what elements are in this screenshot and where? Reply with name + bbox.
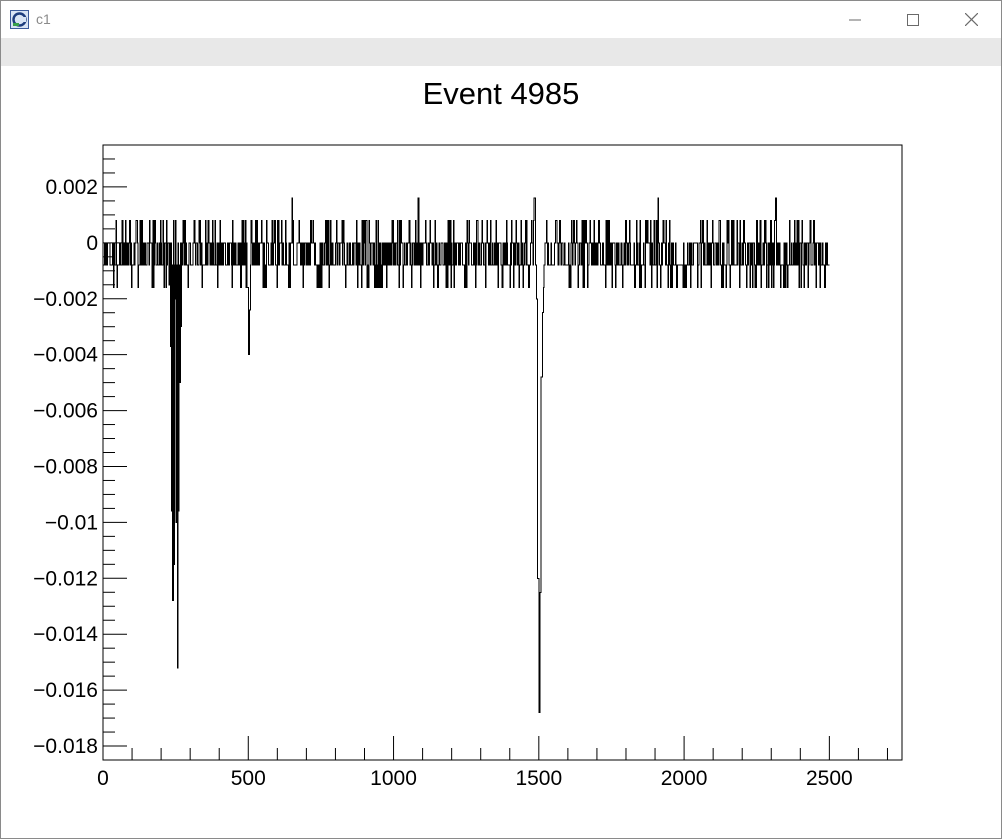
root-canvas-icon <box>10 10 29 29</box>
x-tick-label: 0 <box>97 767 109 790</box>
waveform-plot[interactable]: 0.002 0 −0.002 −0.004 −0.006 −0.008 −0.01 −0.01… <box>1 66 1001 838</box>
plot-frame <box>102 144 903 761</box>
y-tick-label: −0.002 <box>33 288 98 311</box>
x-tick-label: 1000 <box>370 767 417 790</box>
y-tick-label: −0.018 <box>33 735 98 758</box>
x-tick-label: 2000 <box>661 767 708 790</box>
y-tick-label: −0.006 <box>33 400 98 423</box>
close-button[interactable] <box>942 1 1000 38</box>
y-tick-label: −0.004 <box>33 344 98 367</box>
menu-toolbar-strip <box>1 38 1001 66</box>
minimize-icon <box>849 19 861 20</box>
y-tick-label: −0.01 <box>45 511 98 534</box>
maximize-button[interactable] <box>884 1 942 38</box>
window-titlebar[interactable]: c1 <box>1 1 1001 38</box>
chart-title: Event 4985 <box>422 76 580 111</box>
window-title: c1 <box>36 11 51 27</box>
plot-canvas[interactable]: Event 4985 0.002 0 −0.002 −0.004 −0.006 −0.00… <box>1 66 1001 838</box>
x-tick-label: 1500 <box>515 767 562 790</box>
maximize-icon <box>907 13 919 26</box>
y-tick-label: −0.008 <box>33 455 98 478</box>
x-tick-label: 2500 <box>806 767 853 790</box>
y-tick-label: 0.002 <box>45 176 98 199</box>
waveform-series-line <box>103 197 830 713</box>
x-tick-label: 500 <box>231 767 266 790</box>
y-tick-label: −0.012 <box>33 567 98 590</box>
y-tick-label: −0.014 <box>33 623 98 646</box>
minimize-button[interactable] <box>826 1 884 38</box>
close-icon <box>964 13 978 26</box>
y-tick-label: 0 <box>86 232 98 255</box>
y-tick-label: −0.016 <box>33 679 98 702</box>
